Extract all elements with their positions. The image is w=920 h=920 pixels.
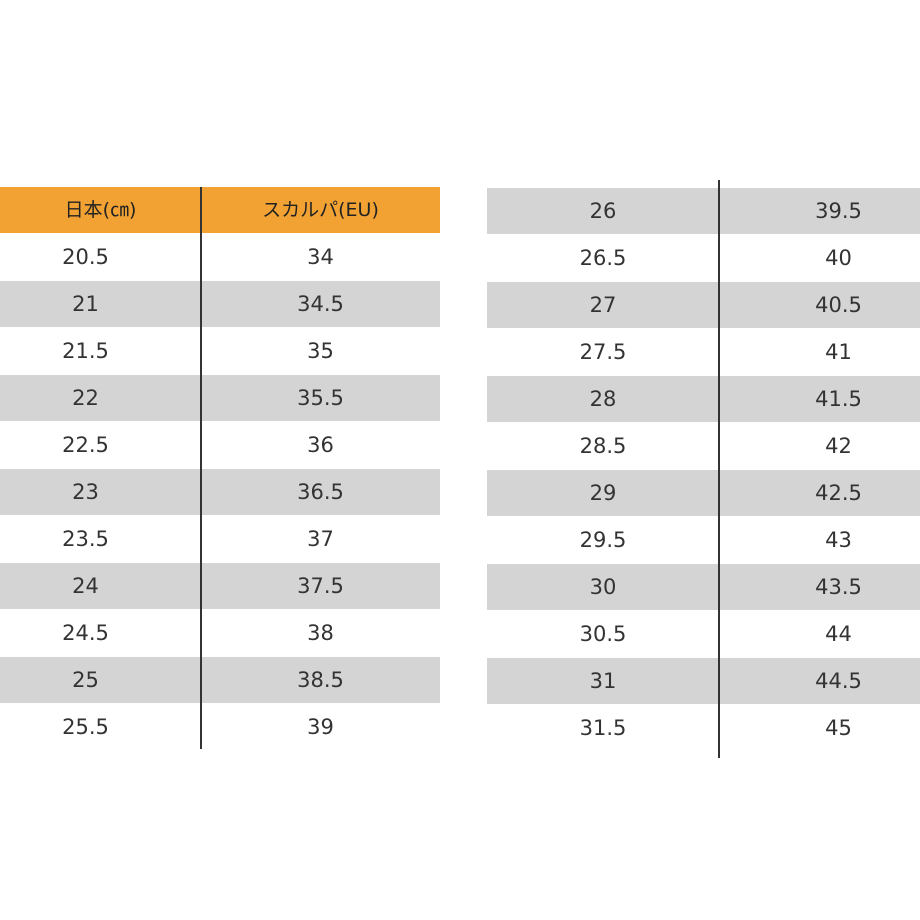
table-cell: 24.5 — [62, 621, 109, 645]
row-band — [0, 563, 440, 609]
table-cell: 34 — [307, 245, 334, 269]
table-cell: 43 — [825, 528, 852, 552]
table-cell: 41.5 — [815, 387, 862, 411]
table-cell: 31.5 — [579, 716, 627, 740]
table-cell: 29.5 — [579, 528, 627, 552]
table-cell: 28.5 — [579, 434, 627, 458]
table-cell: 25.5 — [62, 715, 109, 739]
table-cell: 45 — [825, 716, 852, 740]
table-cell: 39.5 — [815, 199, 862, 223]
table-cell: 29 — [589, 481, 617, 505]
table-cell: 30 — [589, 575, 617, 599]
column-divider — [718, 180, 720, 758]
table-cell: 21 — [72, 292, 99, 316]
table-cell: 24 — [72, 574, 99, 598]
table-cell: 37 — [307, 527, 334, 551]
table-cell: 40 — [825, 246, 852, 270]
row-band — [487, 564, 920, 610]
row-band — [487, 470, 920, 516]
header-band — [0, 187, 440, 233]
table-cell: 37.5 — [297, 574, 344, 598]
row-band — [487, 376, 920, 422]
row-band — [0, 281, 440, 327]
row-band — [0, 657, 440, 703]
row-band — [487, 188, 920, 234]
table-cell: 23.5 — [62, 527, 109, 551]
table-cell: 36 — [307, 433, 334, 457]
table-cell: 27.5 — [579, 340, 627, 364]
row-band — [0, 375, 440, 421]
row-band — [0, 469, 440, 515]
header-cell: 日本(㎝) — [64, 199, 137, 221]
table-cell: 26 — [589, 199, 617, 223]
table-cell: 35.5 — [297, 386, 344, 410]
table-cell: 25 — [72, 668, 99, 692]
row-band — [487, 282, 920, 328]
table-cell: 23 — [72, 480, 99, 504]
table-cell: 41 — [825, 340, 852, 364]
table-cell: 38 — [307, 621, 334, 645]
table-cell: 22 — [72, 386, 99, 410]
column-divider — [200, 187, 202, 749]
table-cell: 36.5 — [297, 480, 344, 504]
table-cell: 43.5 — [815, 575, 862, 599]
table-cell: 40.5 — [815, 293, 862, 317]
table-cell: 31 — [589, 669, 617, 693]
table-cell: 20.5 — [62, 245, 109, 269]
table-cell: 38.5 — [297, 668, 344, 692]
table-cell: 26.5 — [579, 246, 627, 270]
header-cell: スカルパ(EU) — [262, 199, 379, 221]
table-cell: 28 — [589, 387, 617, 411]
table-cell: 44 — [825, 622, 852, 646]
table-cell: 27 — [589, 293, 617, 317]
table-cell: 39 — [307, 715, 334, 739]
table-cell: 44.5 — [815, 669, 862, 693]
table-cell: 21.5 — [62, 339, 109, 363]
table-cell: 35 — [307, 339, 334, 363]
table-cell: 34.5 — [297, 292, 344, 316]
table-cell: 42 — [825, 434, 852, 458]
table-cell: 30.5 — [579, 622, 627, 646]
table-cell: 22.5 — [62, 433, 109, 457]
row-band — [487, 658, 920, 704]
table-cell: 42.5 — [815, 481, 862, 505]
